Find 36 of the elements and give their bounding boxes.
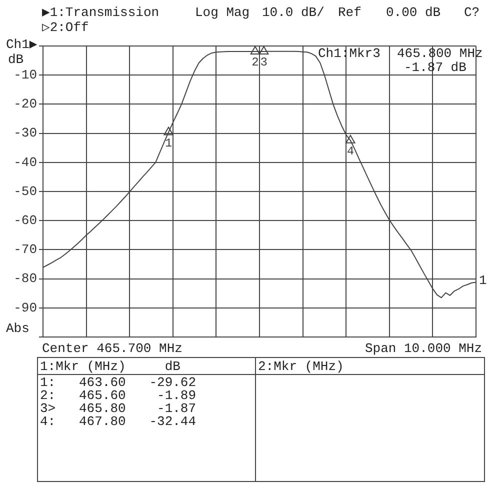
series-label: 4: [346, 144, 354, 159]
text: 10.0 dB/: [262, 5, 324, 20]
series-label: 3: [260, 56, 268, 70]
y-tick-label: -20: [14, 96, 37, 112]
y-tick-label: -70: [14, 242, 37, 258]
text: ▷2:Off: [42, 20, 89, 35]
text: 3> 465.80 -1.87: [40, 401, 196, 416]
text: 1: [479, 273, 487, 288]
text: 1:Mkr (MHz) dB: [40, 359, 180, 374]
text: Span 10.000 MHz: [365, 341, 482, 356]
text: ▶1:Transmission: [42, 5, 160, 20]
point: [164, 126, 174, 136]
y-tick-label: -60: [14, 213, 37, 228]
text: Ch1▶: [6, 37, 38, 52]
y-tick-label: -40: [14, 154, 37, 170]
y-tick-label: -30: [14, 126, 37, 141]
y-tick-label: -10: [14, 68, 37, 83]
point: [346, 134, 356, 144]
text: 0.00 dB: [386, 5, 441, 20]
text: 2: 465.60 -1.89: [40, 388, 196, 403]
text: 1: 463.60 -29.62: [40, 375, 196, 390]
series-label: 2: [252, 56, 259, 70]
text: Abs: [6, 321, 30, 336]
point: [250, 46, 260, 54]
text: Ref: [338, 5, 362, 20]
text: 2:Mkr (MHz): [258, 359, 344, 374]
text: dB: [8, 52, 24, 67]
text: Center 465.700 MHz: [42, 341, 182, 356]
y-tick-label: -50: [14, 184, 37, 199]
text: 4: 467.80 -32.44: [40, 414, 196, 429]
text: C?: [464, 5, 480, 20]
y-tick-label: -80: [14, 271, 37, 286]
text: Log Mag: [195, 5, 250, 20]
point: [259, 46, 269, 54]
y-tick-label: -90: [14, 300, 37, 316]
series-label: 1: [164, 136, 172, 150]
